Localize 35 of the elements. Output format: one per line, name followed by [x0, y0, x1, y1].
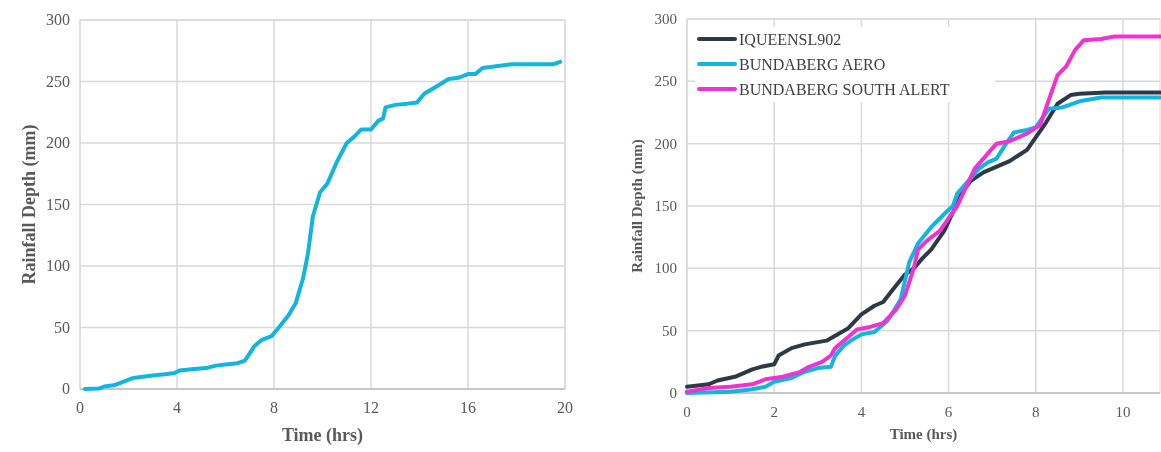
y-axis-title: Rainfall Depth (mm)	[629, 139, 646, 273]
y-tick-label: 50	[54, 318, 70, 336]
line-series	[685, 34, 1161, 394]
x-tick-label: 6	[944, 404, 953, 420]
y-tick-label: 0	[669, 385, 677, 401]
line-series	[82, 59, 563, 391]
x-tick-label: 0	[76, 399, 84, 416]
legend-label: IQUEENSL902	[739, 31, 842, 48]
y-tick-label: 300	[46, 11, 70, 28]
y-tick-label: 0	[62, 380, 70, 397]
x-tick-label: 4	[173, 399, 181, 416]
x-tick-label: 8	[270, 399, 278, 416]
x-tick-label: 20	[557, 399, 573, 416]
y-tick-label: 250	[654, 73, 677, 90]
x-axis-title: Time (hrs)	[281, 425, 364, 446]
y-tick-label: 200	[46, 134, 70, 151]
y-tick-label: 100	[46, 257, 70, 274]
x-tick-label: 2	[770, 404, 778, 420]
y-tick-label: 200	[654, 135, 677, 152]
y-tick-label: 50	[662, 322, 677, 339]
x-tick-label: 4	[857, 404, 866, 420]
x-tick-label: 8	[1032, 404, 1040, 420]
x-tick-label: 16	[460, 399, 476, 416]
y-axis-title: Rainfall Depth (mm)	[19, 124, 40, 285]
legend-label: BUNDABERG AERO	[739, 56, 886, 73]
y-tick-label: 150	[46, 195, 70, 213]
legend-label: BUNDABERG SOUTH ALERT	[739, 81, 950, 98]
x-tick-label: 0	[683, 404, 691, 420]
y-tick-label: 300	[654, 11, 677, 27]
x-tick-label: 12	[363, 399, 379, 416]
x-axis-title: Time (hrs)	[889, 426, 958, 443]
y-tick-label: 150	[654, 198, 677, 214]
y-tick-label: 250	[46, 72, 70, 90]
x-tick-label: 10	[1115, 404, 1131, 420]
y-tick-label: 100	[654, 260, 677, 277]
